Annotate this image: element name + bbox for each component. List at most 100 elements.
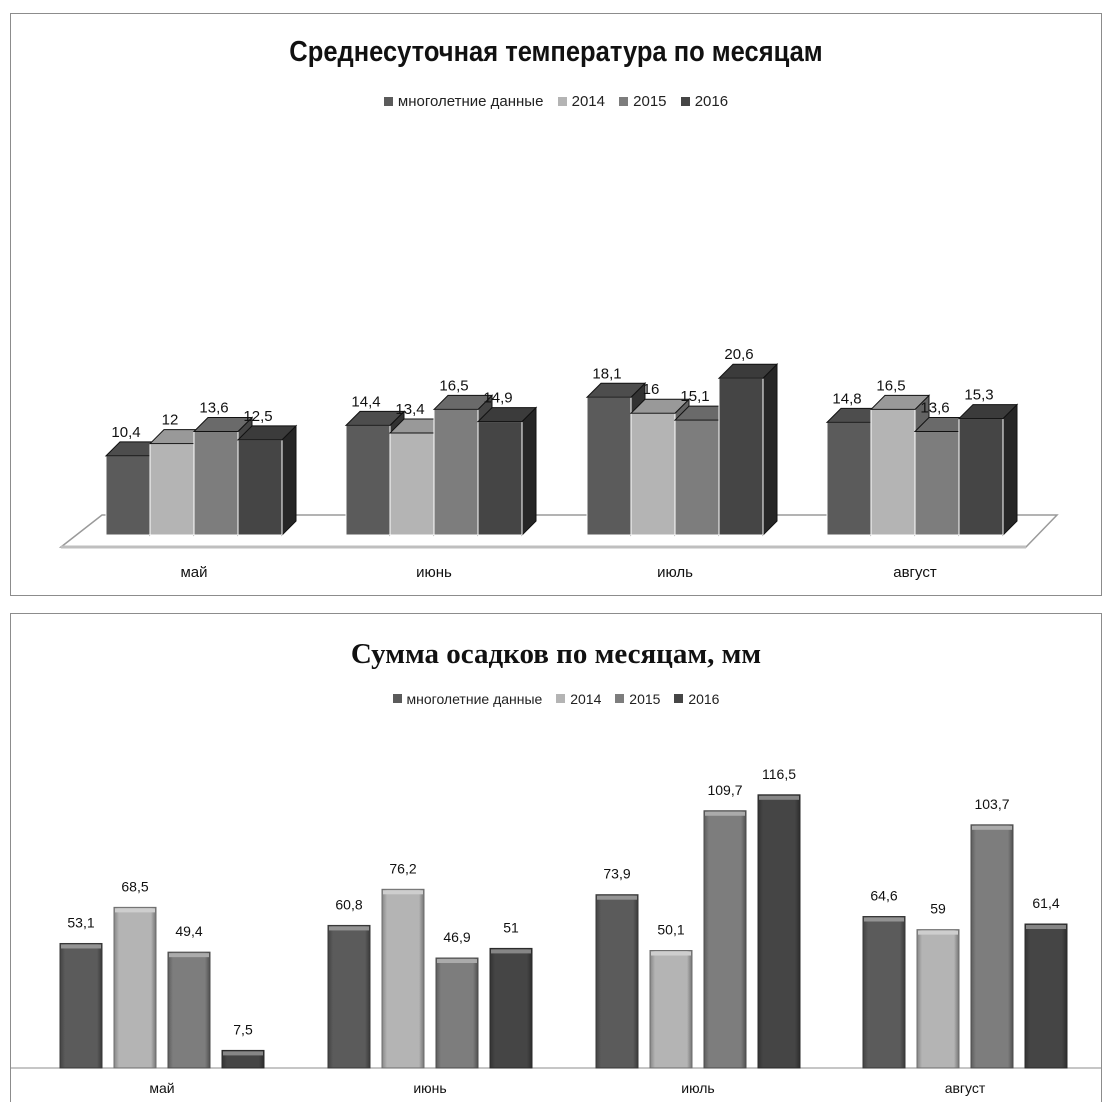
bar-top xyxy=(476,407,538,423)
legend-swatch xyxy=(615,694,625,703)
bar-bevel xyxy=(918,930,958,935)
data-label: 12 xyxy=(162,412,179,429)
legend-swatch xyxy=(383,97,393,106)
bar-top xyxy=(957,404,1019,420)
data-label: 46,9 xyxy=(443,929,470,945)
bar-body xyxy=(489,947,533,1069)
bar xyxy=(489,947,533,1069)
bar xyxy=(236,424,298,537)
legend-swatch xyxy=(674,694,684,703)
bar xyxy=(221,1049,265,1069)
bar xyxy=(703,810,747,1069)
legend-label: 2014 xyxy=(570,690,602,707)
bar-front xyxy=(389,432,435,536)
bar-body xyxy=(916,929,960,1069)
bar xyxy=(476,406,538,537)
data-label: 16 xyxy=(643,381,660,398)
bar-front xyxy=(105,455,151,536)
bar-side xyxy=(762,363,778,537)
data-label: 64,6 xyxy=(870,888,897,904)
precipitation-chart-legend: многолетние данные 2014 2015 2016 xyxy=(11,690,1101,707)
legend-item: 2014 xyxy=(557,93,605,110)
bar xyxy=(435,957,479,1069)
bar-front xyxy=(630,412,676,536)
bar-bevel xyxy=(597,895,637,900)
bar xyxy=(957,403,1019,537)
bar xyxy=(757,794,801,1069)
category-label: июнь xyxy=(413,1080,446,1096)
data-label: 116,5 xyxy=(762,766,796,782)
bar-body xyxy=(113,906,157,1069)
temperature-chart-legend: многолетние данные 2014 2015 2016 xyxy=(11,93,1101,110)
data-label: 14,8 xyxy=(832,390,861,407)
bar-body xyxy=(1024,923,1068,1069)
temperature-chart-plot: 10,4 12 13,6 12,5 май 14,4 13,4 16,5 14,9 июнь 18,… xyxy=(58,346,1059,581)
bar xyxy=(167,951,211,1069)
bar-front xyxy=(193,431,239,536)
bar-bevel xyxy=(972,825,1012,830)
bar-front xyxy=(914,431,960,536)
data-label: 53,1 xyxy=(67,914,94,930)
bar-body xyxy=(327,924,371,1069)
bar-front xyxy=(826,421,872,536)
bar-front xyxy=(870,408,916,536)
data-label: 50,1 xyxy=(657,922,684,938)
legend-label: многолетние данные xyxy=(397,93,544,110)
bar-top xyxy=(192,417,254,433)
bar-front xyxy=(345,424,391,536)
bar xyxy=(381,888,425,1069)
temperature-chart-title: Среднесуточная температура по месяцам xyxy=(289,36,823,68)
data-label: 12,5 xyxy=(243,408,272,425)
bar xyxy=(649,950,693,1069)
category-label: май xyxy=(149,1080,174,1096)
legend-swatch xyxy=(619,97,629,106)
bar xyxy=(327,924,371,1069)
bar xyxy=(595,894,639,1069)
legend-label: 2016 xyxy=(688,690,720,707)
precipitation-chart-panel: Сумма осадков по месяцам, мм многолетние… xyxy=(10,613,1102,1102)
bar-front xyxy=(477,421,523,536)
bar-bevel xyxy=(437,959,477,964)
data-label: 15,3 xyxy=(964,387,993,404)
bar-front xyxy=(958,418,1004,536)
category-label: май xyxy=(180,564,207,581)
data-label: 103,7 xyxy=(974,796,1009,812)
category-label: июль xyxy=(681,1080,714,1096)
bar-front xyxy=(149,443,195,536)
bar-body xyxy=(970,824,1014,1069)
legend-label: 2014 xyxy=(571,93,605,110)
data-label: 14,9 xyxy=(483,390,512,407)
bar-top xyxy=(717,363,779,379)
bar-body xyxy=(862,916,906,1069)
bar xyxy=(916,929,960,1069)
data-label: 49,4 xyxy=(175,923,202,939)
legend-item: многолетние данные xyxy=(392,691,542,707)
legend-swatch xyxy=(392,694,402,703)
bar-side xyxy=(281,424,297,537)
bar-body xyxy=(167,951,211,1069)
bar-bevel xyxy=(383,890,423,895)
category-label: июнь xyxy=(416,564,452,581)
bar xyxy=(59,942,103,1069)
legend-label: 2015 xyxy=(629,690,661,707)
bar-body xyxy=(703,810,747,1069)
legend-item: 2016 xyxy=(680,93,728,110)
bar-front xyxy=(718,377,764,536)
data-label: 76,2 xyxy=(389,860,416,876)
data-label: 16,5 xyxy=(876,377,905,394)
data-label: 73,9 xyxy=(603,866,630,882)
bar-bevel xyxy=(169,953,209,958)
data-label: 10,4 xyxy=(111,424,140,441)
precipitation-chart-title: Сумма осадков по месяцам, мм xyxy=(350,638,762,670)
bar-front xyxy=(674,419,720,536)
data-label: 51 xyxy=(503,919,519,935)
data-label: 13,6 xyxy=(920,400,949,417)
data-label: 68,5 xyxy=(121,878,148,894)
data-label: 7,5 xyxy=(233,1021,253,1037)
category-label: август xyxy=(893,564,937,581)
bar xyxy=(970,824,1014,1069)
bar-bevel xyxy=(864,917,904,922)
legend-item: 2016 xyxy=(674,691,719,707)
data-label: 15,1 xyxy=(680,388,709,405)
data-label: 13,6 xyxy=(199,400,228,417)
